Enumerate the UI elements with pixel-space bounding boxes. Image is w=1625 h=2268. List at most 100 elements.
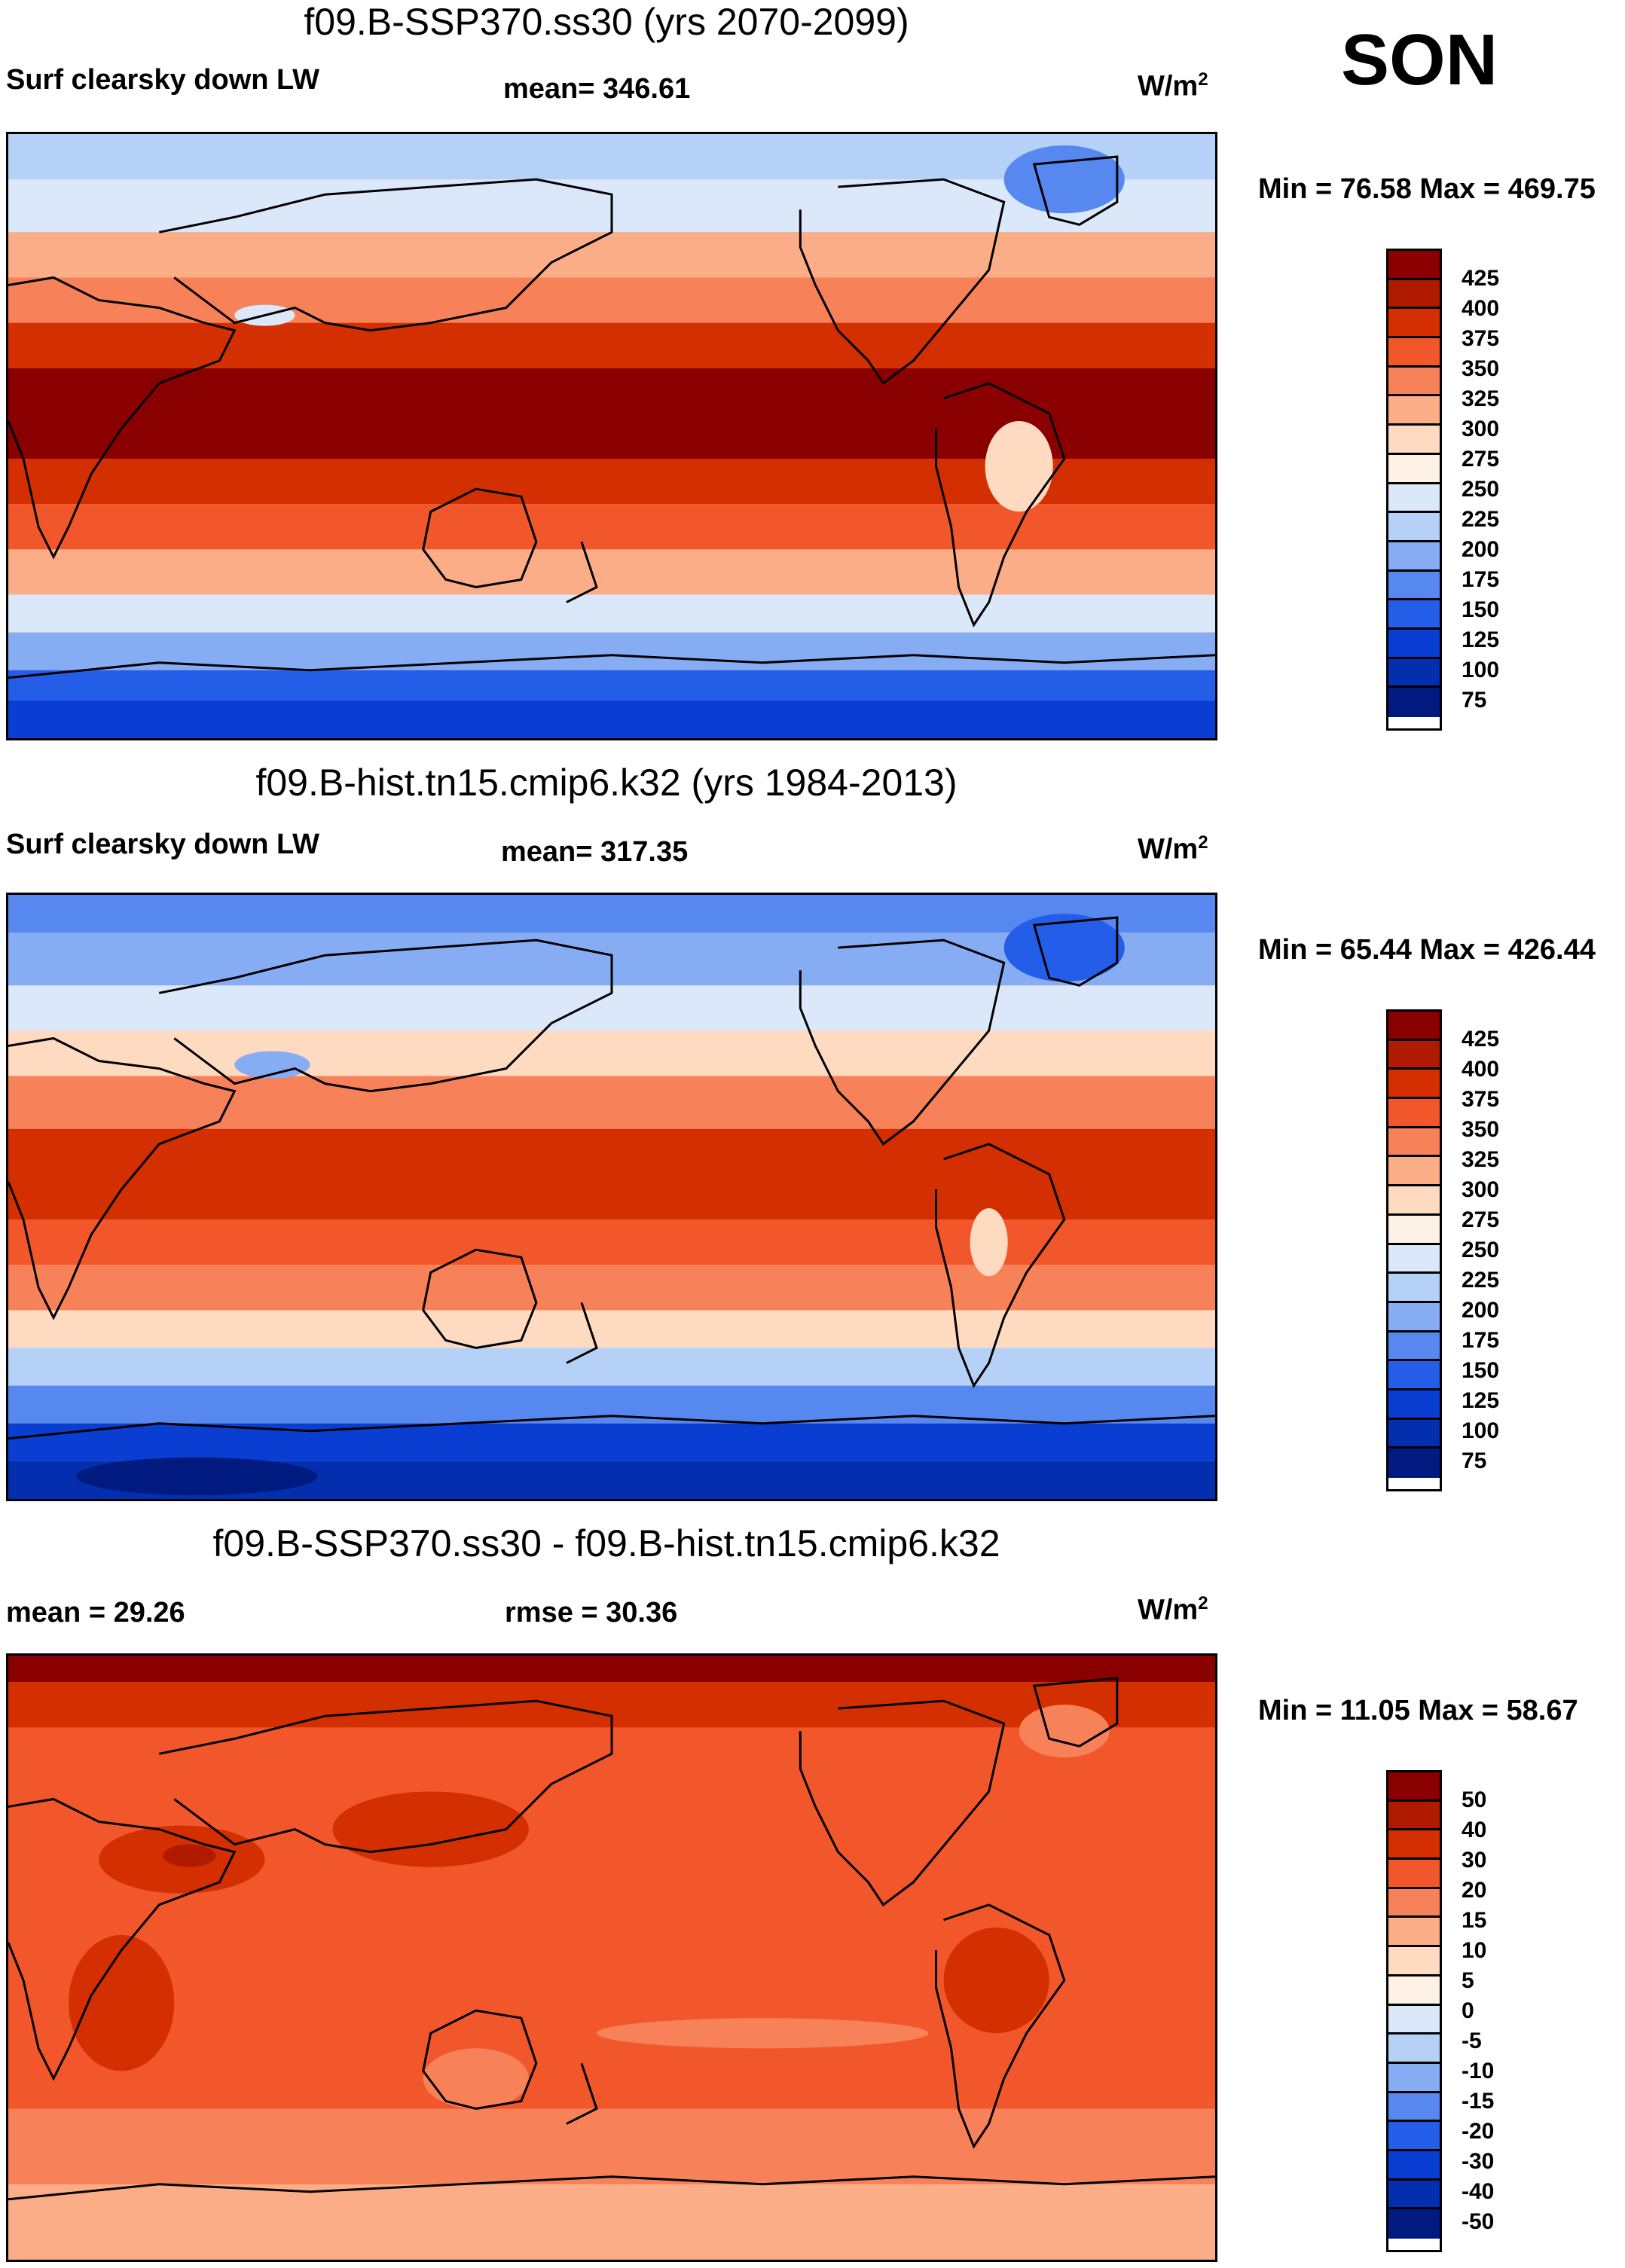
colorbar-2-box [1388,1040,1440,1070]
colorbar-2-box [1388,1390,1440,1420]
colorbar-2-tick: 125 [1462,1388,1500,1413]
colorbar-3-box [1388,2209,1440,2239]
season-label: SON [1341,20,1498,100]
colorbar-2-tick: 225 [1462,1268,1500,1293]
panel-2-map [6,893,1217,1501]
colorbar-1-box [1388,338,1440,368]
colorbar-2-tick: 300 [1462,1177,1500,1202]
colorbar-2-box [1388,1302,1440,1332]
panel-1-min-max: Min = 76.58 Max = 469.75 [1258,173,1596,205]
colorbar-3-box [1388,1772,1440,1802]
colorbar-1-box [1388,658,1440,688]
colorbar-1-box [1388,571,1440,601]
colorbar-3-tick: -10 [1462,2059,1495,2083]
colorbar-2-box [1388,1186,1440,1216]
colorbar-3-box [1388,1947,1440,1976]
panel-3-rmse: rmse = 30.36 [505,1597,678,1629]
colorbar-1-tick: 175 [1462,567,1500,592]
colorbar-2-box [1388,1157,1440,1187]
panel-2-variable-label: Surf clearsky down LW [6,829,319,860]
colorbar-1-box [1388,454,1440,484]
colorbar-3-box [1388,1976,1440,2006]
colorbar-1-box [1388,542,1440,572]
colorbar-2-tick: 200 [1462,1298,1500,1323]
panel-3-min-max: Min = 11.05 Max = 58.67 [1258,1695,1578,1726]
panel-1-map [6,132,1217,740]
colorbar-3-box [1388,2092,1440,2123]
colorbar-2-box [1388,1448,1440,1478]
colorbar-1-box [1388,279,1440,310]
panel-3-mean: mean = 29.26 [6,1597,185,1629]
colorbar-1-tick: 325 [1462,386,1500,411]
colorbar-2-tick: 75 [1462,1448,1487,1473]
colorbar-2-tick: 175 [1462,1328,1500,1353]
colorbar-1-box [1388,367,1440,397]
panel-3-map [6,1653,1217,2262]
colorbar-2-box [1388,1244,1440,1274]
panel-3-map-field [8,1656,1215,2260]
colorbar-2-tick: 250 [1462,1238,1500,1262]
panel-2-title: f09.B-hist.tn15.cmip6.k32 (yrs 1984-2013… [255,762,958,804]
colorbar-3-box [1388,2122,1440,2151]
colorbar-1-tick: 100 [1462,658,1500,682]
panel-2-units: W/m2 [1138,832,1208,865]
colorbar-1-tick: 250 [1462,477,1500,502]
panel-1-variable-label: Surf clearsky down LW [6,64,319,96]
colorbar-2-tick: 375 [1462,1087,1500,1112]
colorbar-2-tick: 400 [1462,1057,1500,1082]
panel-3-units: W/m2 [1138,1593,1208,1626]
colorbar-3-box [1388,1801,1440,1831]
colorbar-1-box [1388,688,1440,717]
colorbar-1-tick: 350 [1462,356,1500,381]
colorbar-3-tick: 50 [1462,1787,1487,1812]
panel-2-min-max: Min = 65.44 Max = 426.44 [1258,934,1596,966]
colorbar-3-tick: 0 [1462,1998,1474,2023]
colorbar-1-box [1388,396,1440,426]
panel-3-colorbar-labels: 50 40 30 20 15 10 5 0 -5 -10 -15 -20 -30… [1462,1770,1575,2252]
colorbar-1-tick: 75 [1462,688,1487,713]
panel-1-title: f09.B-SSP370.ss30 (yrs 2070-2099) [304,1,909,43]
colorbar-3-tick: -5 [1462,2028,1482,2053]
colorbar-2-box [1388,1274,1440,1303]
colorbar-2-box [1388,1361,1440,1390]
colorbar-3-box [1388,2063,1440,2093]
colorbar-2-box [1388,1012,1440,1041]
colorbar-3-box [1388,1860,1440,1889]
colorbar-1-tick: 225 [1462,507,1500,532]
panel-3-colorbar [1386,1770,1442,2252]
panel-1-mean: mean= 346.61 [503,73,691,105]
colorbar-3-tick: 20 [1462,1878,1487,1903]
colorbar-2-tick: 100 [1462,1418,1500,1443]
colorbar-2-tick: 425 [1462,1027,1500,1052]
colorbar-3-tick: 5 [1462,1968,1474,1993]
colorbar-2-tick: 150 [1462,1358,1500,1383]
colorbar-1-tick: 125 [1462,627,1500,652]
colorbar-3-tick: 10 [1462,1938,1487,1963]
panel-1-colorbar [1386,249,1442,731]
colorbar-2-box [1388,1419,1440,1449]
colorbar-2-tick: 350 [1462,1117,1500,1142]
colorbar-2-box [1388,1128,1440,1158]
colorbar-3-tick: -40 [1462,2179,1495,2204]
colorbar-1-tick: 150 [1462,597,1500,622]
colorbar-1-box [1388,600,1440,630]
panel-2-map-field [8,895,1215,1499]
panel-1-map-field [8,134,1215,738]
colorbar-1-box [1388,309,1440,339]
colorbar-3-tick: -15 [1462,2089,1495,2114]
panel-1-colorbar-labels: 425 400 375 350 325 300 275 250 225 200 … [1462,249,1575,731]
colorbar-1-box [1388,629,1440,659]
colorbar-3-box [1388,1830,1440,1860]
colorbar-1-tick: 300 [1462,417,1500,441]
colorbar-3-tick: -30 [1462,2149,1495,2174]
colorbar-3-tick: 40 [1462,1818,1487,1842]
colorbar-3-tick: 15 [1462,1908,1487,1933]
colorbar-3-box [1388,1918,1440,1948]
colorbar-3-tick: -20 [1462,2119,1495,2144]
colorbar-3-tick: 30 [1462,1848,1487,1873]
colorbar-1-tick: 425 [1462,266,1500,291]
colorbar-1-box [1388,513,1440,542]
colorbar-2-box [1388,1215,1440,1245]
colorbar-3-box [1388,2150,1440,2181]
panel-2-colorbar [1386,1009,1442,1491]
